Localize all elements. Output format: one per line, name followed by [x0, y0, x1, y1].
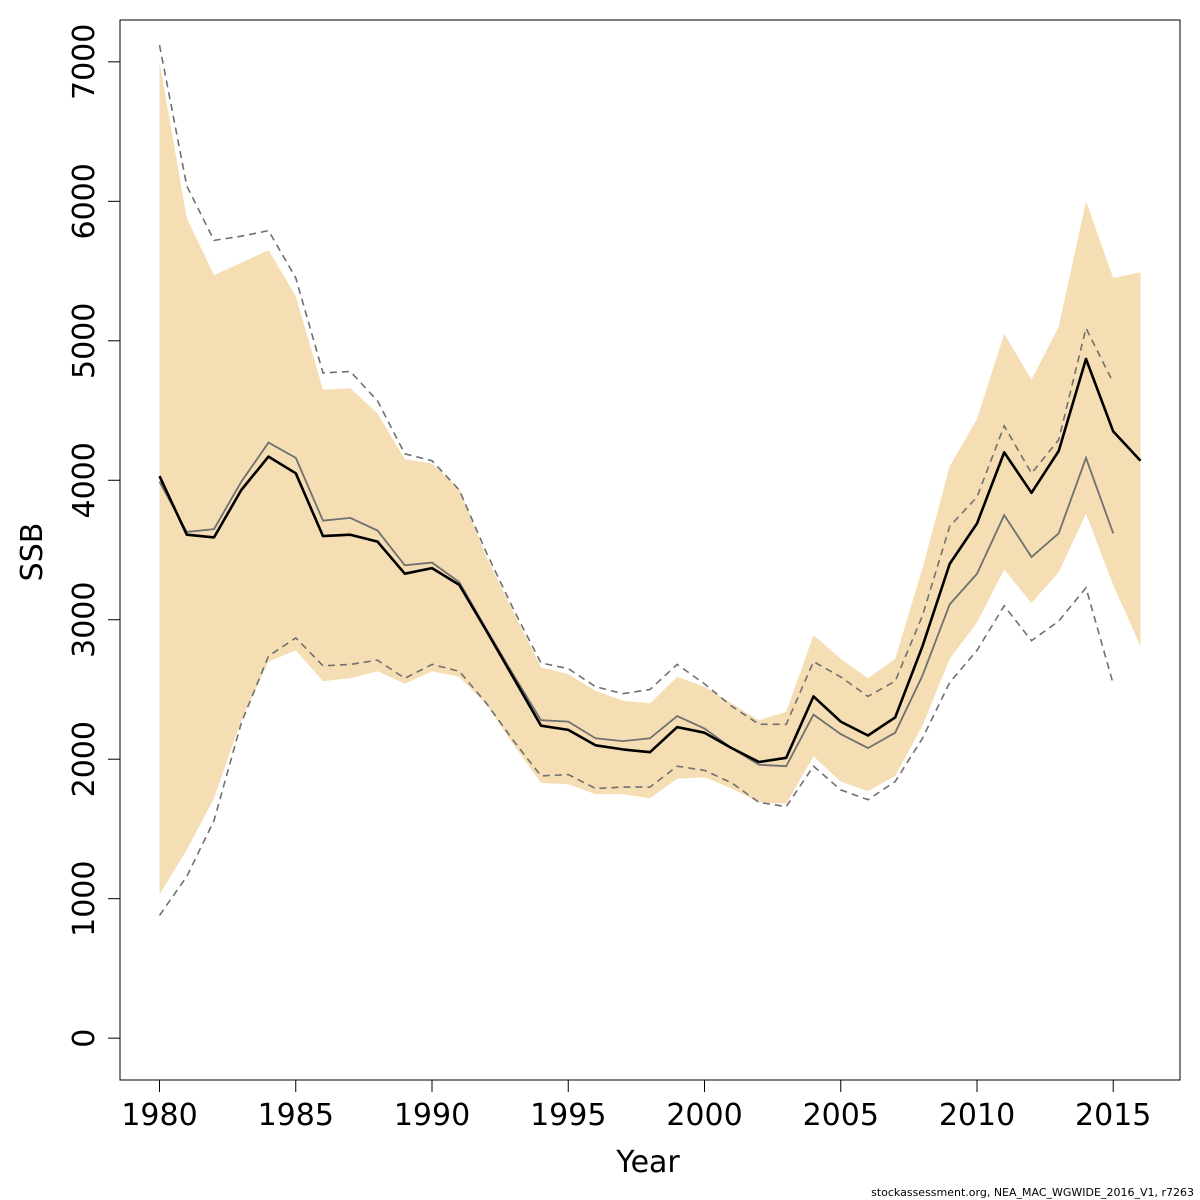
x-tick-label: 2005 — [803, 1098, 879, 1133]
y-axis-title: SSB — [15, 523, 50, 582]
x-tick-label: 1985 — [258, 1098, 334, 1133]
previous-estimate-layer — [158, 44, 1115, 916]
previous-lower-bound-line — [158, 586, 1114, 916]
x-tick-label: 2000 — [666, 1098, 742, 1133]
x-tick-label: 1990 — [394, 1098, 470, 1133]
previous-upper-bound-line — [158, 44, 1114, 726]
confidence-band — [159, 61, 1141, 895]
y-tick-label: 7000 — [67, 24, 102, 100]
y-tick-label: 1000 — [67, 861, 102, 937]
y-axis: 0 1000 2000 3000 4000 5000 6000 7000 — [67, 24, 121, 1048]
y-tick-label: 3000 — [67, 582, 102, 658]
source-footnote: stockassessment.org, NEA_MAC_WGWIDE_2016… — [871, 1186, 1194, 1199]
x-tick-label: 1980 — [121, 1098, 197, 1133]
x-tick-label: 2015 — [1075, 1098, 1151, 1133]
y-tick-label: 5000 — [67, 303, 102, 379]
current-estimate-layer — [158, 357, 1142, 764]
current-estimate-line — [158, 357, 1142, 764]
x-axis: 1980 1985 1990 1995 2000 2005 2010 2015 — [121, 1079, 1151, 1133]
y-tick-label: 6000 — [67, 163, 102, 239]
y-tick-label: 2000 — [67, 721, 102, 797]
x-tick-label: 1995 — [530, 1098, 606, 1133]
x-axis-title: Year — [615, 1145, 680, 1180]
y-tick-label: 0 — [67, 1029, 102, 1048]
x-tick-label: 2010 — [939, 1098, 1015, 1133]
y-tick-label: 4000 — [67, 442, 102, 518]
previous-estimate-line — [158, 441, 1115, 768]
confidence-band-layer — [159, 61, 1141, 895]
